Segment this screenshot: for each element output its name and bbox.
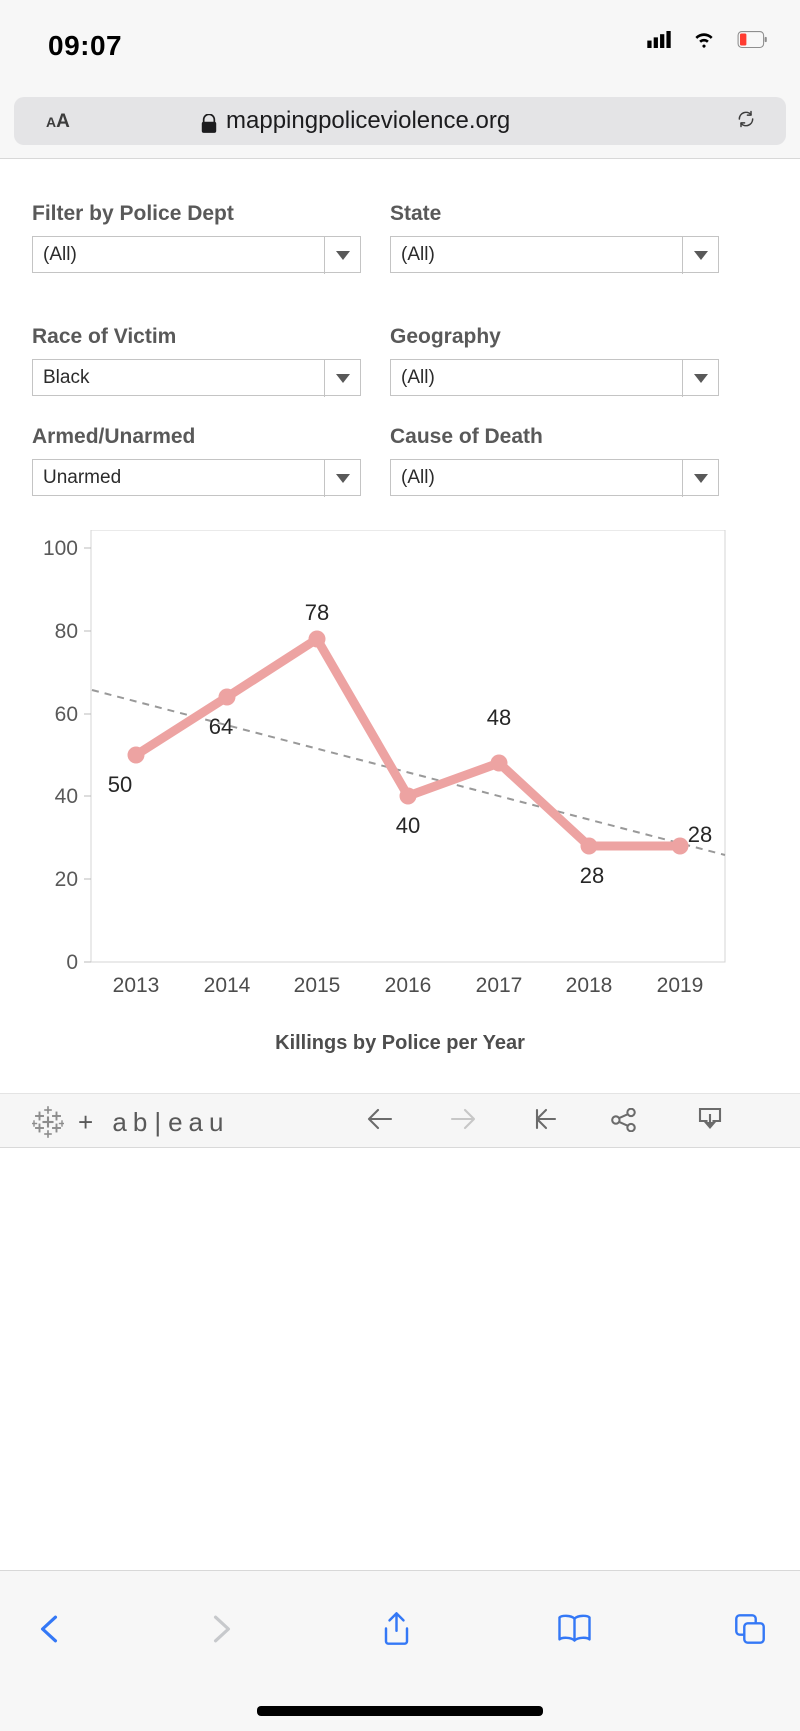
svg-text:0: 0 xyxy=(66,951,78,974)
svg-text:2018: 2018 xyxy=(566,974,613,997)
svg-text:60: 60 xyxy=(55,703,78,726)
svg-text:20: 20 xyxy=(55,868,78,891)
svg-text:28: 28 xyxy=(688,822,712,847)
svg-text:64: 64 xyxy=(209,714,233,739)
svg-text:2019: 2019 xyxy=(657,974,704,997)
svg-text:2014: 2014 xyxy=(204,974,251,997)
svg-text:2017: 2017 xyxy=(476,974,523,997)
svg-text:40: 40 xyxy=(55,785,78,808)
svg-text:2016: 2016 xyxy=(385,974,432,997)
svg-text:2013: 2013 xyxy=(113,974,160,997)
svg-text:50: 50 xyxy=(108,772,132,797)
svg-text:80: 80 xyxy=(55,620,78,643)
svg-text:28: 28 xyxy=(580,863,604,888)
svg-text:40: 40 xyxy=(396,813,420,838)
svg-text:2015: 2015 xyxy=(294,974,341,997)
svg-text:48: 48 xyxy=(487,705,511,730)
svg-text:100: 100 xyxy=(43,537,78,560)
svg-text:78: 78 xyxy=(305,600,329,625)
